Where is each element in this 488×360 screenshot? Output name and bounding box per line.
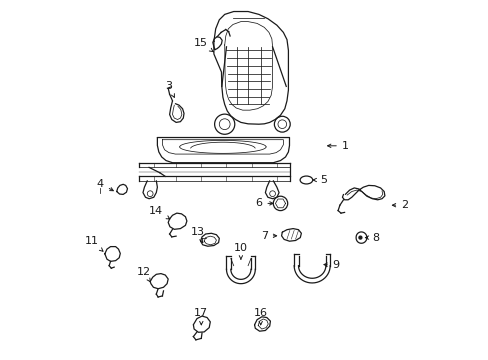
Text: 6: 6 <box>255 198 272 208</box>
Circle shape <box>358 236 361 239</box>
Text: 8: 8 <box>365 233 379 243</box>
Text: 7: 7 <box>260 231 276 241</box>
Text: 1: 1 <box>327 141 348 151</box>
Text: 2: 2 <box>391 200 407 210</box>
Text: 11: 11 <box>84 236 103 251</box>
Text: 17: 17 <box>194 308 208 325</box>
Text: 12: 12 <box>136 267 150 282</box>
Text: 3: 3 <box>165 81 174 97</box>
Text: 14: 14 <box>149 206 169 219</box>
Text: 16: 16 <box>253 308 267 325</box>
Text: 4: 4 <box>97 179 113 191</box>
Text: 9: 9 <box>324 260 339 270</box>
Text: 13: 13 <box>190 227 204 243</box>
Text: 5: 5 <box>312 175 326 185</box>
Text: 10: 10 <box>233 243 247 259</box>
Text: 15: 15 <box>194 38 213 52</box>
